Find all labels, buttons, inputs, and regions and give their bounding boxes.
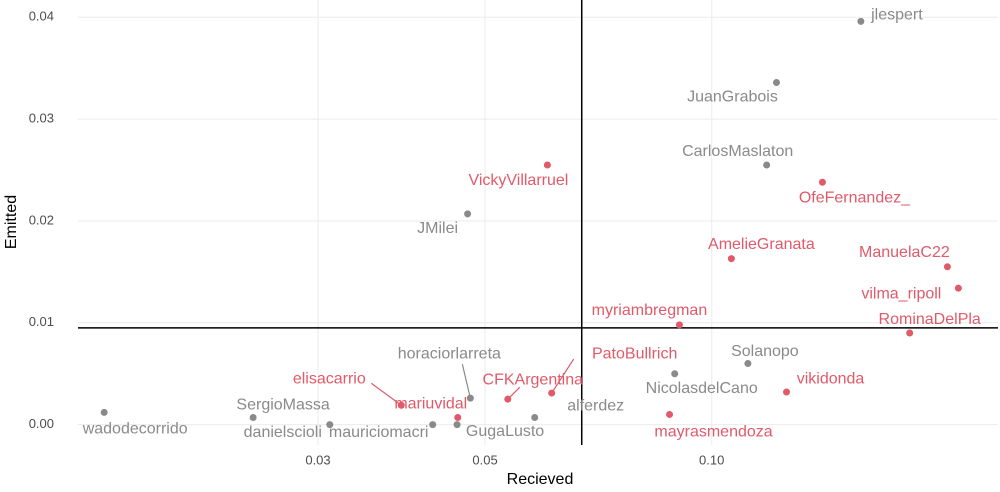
y-tick-label: 0.01 bbox=[29, 314, 54, 329]
point-label: Solanopo bbox=[731, 343, 799, 360]
y-tick-label: 0.02 bbox=[29, 212, 54, 227]
point bbox=[504, 395, 512, 403]
point bbox=[100, 408, 108, 416]
point-label: myriambregman bbox=[592, 302, 708, 319]
label-leader bbox=[461, 364, 471, 399]
point-label: mauriciomacri bbox=[329, 424, 429, 441]
point bbox=[464, 210, 472, 218]
point-label: SergioMassa bbox=[236, 397, 329, 414]
x-tick-label: 0.10 bbox=[699, 452, 724, 467]
point bbox=[772, 78, 780, 86]
point bbox=[531, 414, 539, 422]
point-label: alferdez bbox=[567, 398, 624, 415]
y-axis-title: Emitted bbox=[3, 195, 20, 249]
point-label: CarlosMaslaton bbox=[682, 143, 793, 160]
point-label: RominaDelPla bbox=[879, 311, 981, 328]
point bbox=[675, 321, 683, 329]
point-label: danielscioli bbox=[244, 424, 322, 441]
point-label: CFKArgentina bbox=[483, 371, 584, 388]
point-label: JMilei bbox=[417, 220, 458, 237]
point-label: JuanGrabois bbox=[687, 89, 778, 106]
point bbox=[744, 360, 752, 368]
point bbox=[818, 178, 826, 186]
point-label: jlespert bbox=[870, 7, 923, 24]
point bbox=[943, 263, 951, 271]
y-tick-label: 0.00 bbox=[29, 416, 54, 431]
point-label: vikidonda bbox=[797, 370, 865, 387]
point bbox=[453, 421, 461, 429]
point-label: NicolasdelCano bbox=[646, 380, 758, 397]
point-label: AmelieGranata bbox=[708, 236, 815, 253]
point-label: wadodecorrido bbox=[82, 421, 188, 438]
point bbox=[397, 401, 405, 409]
point bbox=[466, 394, 474, 402]
point bbox=[666, 410, 674, 418]
point-label: mariuvidal bbox=[394, 396, 467, 413]
point bbox=[326, 421, 334, 429]
point-label: elisacarrio bbox=[293, 371, 366, 388]
point bbox=[543, 161, 551, 169]
point bbox=[671, 370, 679, 378]
point bbox=[727, 255, 735, 263]
point bbox=[954, 284, 962, 292]
point-label: ManuelaC22 bbox=[859, 244, 950, 261]
point-label: OfeFernandez_ bbox=[799, 189, 911, 206]
point bbox=[906, 329, 914, 337]
x-tick-label: 0.05 bbox=[472, 452, 497, 467]
point-label: PatoBullrich bbox=[592, 345, 677, 362]
point bbox=[548, 389, 556, 397]
y-tick-label: 0.04 bbox=[29, 9, 54, 24]
point-label: horaciorlarreta bbox=[398, 345, 501, 362]
point bbox=[454, 414, 462, 422]
point bbox=[783, 388, 791, 396]
point bbox=[249, 414, 257, 422]
y-tick-label: 0.03 bbox=[29, 111, 54, 126]
point bbox=[763, 161, 771, 169]
point bbox=[857, 17, 865, 25]
x-axis-title: Recieved bbox=[507, 471, 574, 487]
point-label: GugaLusto bbox=[466, 423, 544, 440]
point bbox=[429, 421, 437, 429]
x-tick-label: 0.03 bbox=[305, 452, 330, 467]
label-leader bbox=[370, 382, 402, 406]
point-label: mayrasmendoza bbox=[654, 424, 772, 441]
label-leader bbox=[551, 358, 575, 394]
point-label: VickyVillarruel bbox=[468, 172, 568, 189]
point-label: vilma_ripoll bbox=[861, 285, 941, 302]
